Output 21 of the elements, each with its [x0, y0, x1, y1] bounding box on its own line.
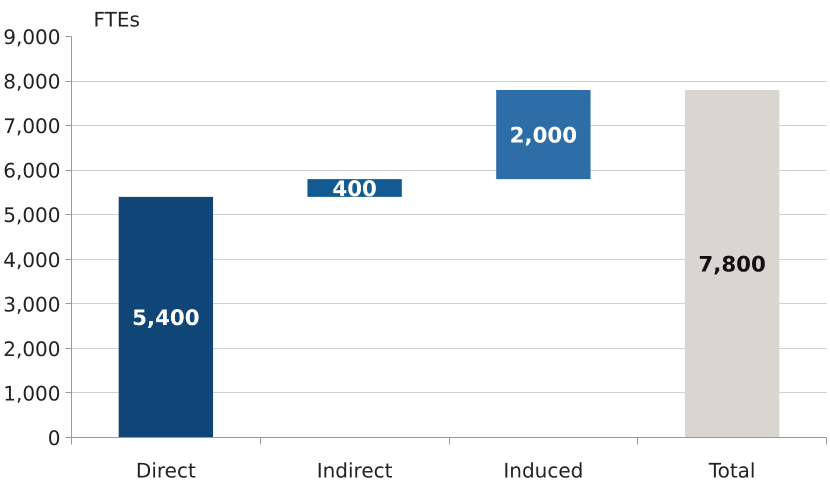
- y-tick-label: 5,000: [3, 203, 61, 228]
- bar: [118, 196, 214, 438]
- x-tick-label: Indirect: [316, 458, 393, 482]
- data-label: 7,800: [698, 252, 766, 278]
- data-label: 400: [332, 176, 377, 202]
- y-axis-title: FTEs: [94, 8, 140, 32]
- x-tick-label: Induced: [503, 458, 584, 482]
- x-tick-label: Total: [708, 458, 756, 482]
- x-tick-label: Direct: [136, 458, 196, 482]
- y-tick-label: 0: [48, 426, 61, 450]
- y-tick-label: 3,000: [3, 292, 61, 316]
- y-tick-label: 4,000: [3, 248, 61, 272]
- bar: [496, 90, 591, 180]
- y-tick-label: 7,000: [3, 114, 61, 138]
- y-tick-label: 9,000: [3, 25, 61, 49]
- y-tick-label: 2,000: [3, 336, 61, 361]
- y-tick-label: 1,000: [3, 381, 61, 406]
- data-label: 2,000: [510, 124, 578, 149]
- data-label: 5,400: [132, 306, 200, 332]
- y-tick-label: 6,000: [3, 158, 61, 183]
- y-tick-label: 8,000: [3, 70, 61, 94]
